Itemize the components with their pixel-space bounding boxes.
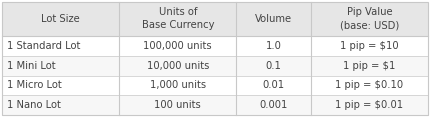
Text: 10,000 units: 10,000 units: [147, 61, 209, 71]
Bar: [2, 56, 428, 76]
Text: 0.001: 0.001: [259, 100, 288, 110]
Text: 0.01: 0.01: [262, 80, 285, 90]
Bar: [2, 76, 428, 95]
Text: 1,000 units: 1,000 units: [150, 80, 206, 90]
Text: 100 units: 100 units: [154, 100, 201, 110]
Text: 1.0: 1.0: [266, 41, 282, 51]
Text: 1 pip = $10: 1 pip = $10: [340, 41, 399, 51]
Bar: [2, 95, 428, 115]
Text: Pip Value
(base: USD): Pip Value (base: USD): [340, 7, 399, 30]
Text: 1 Mini Lot: 1 Mini Lot: [7, 61, 56, 71]
Bar: [2, 36, 428, 56]
Text: Volume: Volume: [255, 14, 292, 24]
Text: 1 pip = $1: 1 pip = $1: [343, 61, 396, 71]
Text: 1 pip = $0.10: 1 pip = $0.10: [335, 80, 403, 90]
Text: 1 Nano Lot: 1 Nano Lot: [7, 100, 61, 110]
Text: Lot Size: Lot Size: [41, 14, 80, 24]
Text: 1 Micro Lot: 1 Micro Lot: [7, 80, 62, 90]
Bar: [2, 2, 428, 36]
Text: 100,000 units: 100,000 units: [144, 41, 212, 51]
Text: 1 pip = $0.01: 1 pip = $0.01: [335, 100, 403, 110]
Text: 0.1: 0.1: [266, 61, 282, 71]
Text: Units of
Base Currency: Units of Base Currency: [141, 7, 214, 30]
Text: 1 Standard Lot: 1 Standard Lot: [7, 41, 81, 51]
